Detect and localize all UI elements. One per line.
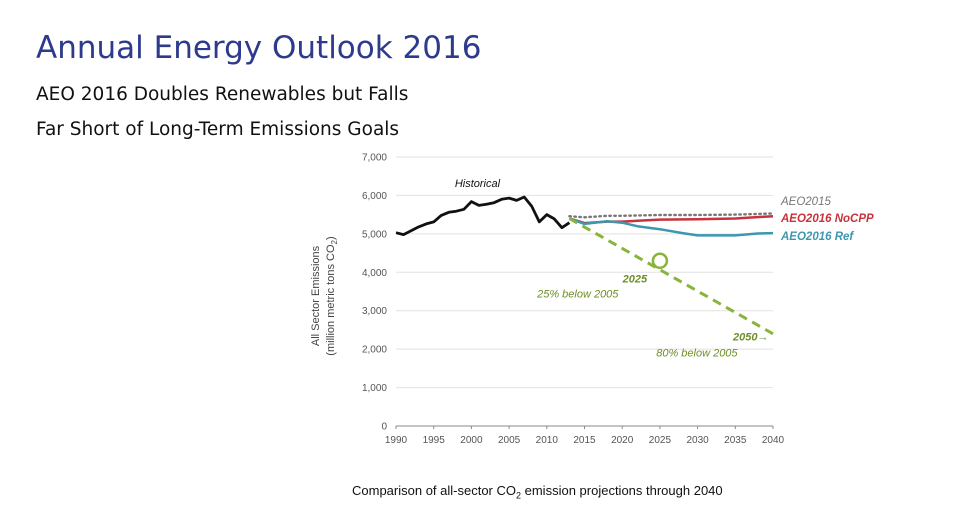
y-axis: 0 1,000 2,000 3,000 4,000 5,000 6,000 7,000	[362, 153, 387, 433]
series-line-aeo2015	[568, 212, 775, 219]
slide-subtitle-line-2: Far Short of Long-Term Emissions Goals	[36, 119, 400, 140]
x-tick-label: 1990	[385, 435, 408, 446]
x-tick-label: 2025	[649, 435, 672, 446]
y-tick-label: 4,000	[362, 268, 387, 279]
x-tick-label: 2010	[536, 435, 559, 446]
annotation-historical: Historical	[455, 178, 501, 190]
y-tick-label: 5,000	[362, 229, 387, 240]
y-axis-label-suffix: )	[325, 236, 337, 240]
annotation-25-below-2005: 25% below 2005	[536, 289, 619, 301]
y-tick-label: 1,000	[362, 383, 387, 394]
chart-grid	[396, 156, 773, 389]
series-line-historical	[395, 195, 571, 237]
x-tick-label: 2020	[611, 435, 634, 446]
slide-subtitle-line-1: AEO 2016 Doubles Renewables but Falls	[36, 84, 409, 105]
chart-caption: Comparison of all-sector CO2 emission pr…	[352, 483, 723, 501]
annotation-80-below-2005: 80% below 2005	[656, 347, 738, 359]
x-tick-label: 1995	[423, 435, 446, 446]
annotation-2025: 2025	[622, 273, 648, 285]
x-tick-label: 2035	[724, 435, 747, 446]
y-axis-label-line-1: All Sector Emissions	[310, 245, 322, 346]
series-label-aeo2015: AEO2015	[780, 196, 831, 208]
2025-target-marker	[651, 252, 669, 270]
x-axis: 1990 1995 2000 2005 2010 2015 2020 2025 2030 2035…	[385, 425, 785, 446]
y-tick-label: 2,000	[362, 345, 387, 356]
y-tick-label: 3,000	[362, 306, 387, 317]
x-tick-label: 2040	[762, 435, 785, 446]
x-tick-label: 2015	[573, 435, 596, 446]
caption-subscript: 2	[516, 490, 522, 501]
caption-suffix: emission projections through 2040	[521, 483, 723, 498]
x-tick-label: 2030	[686, 435, 709, 446]
y-axis-label-subscript: 2	[330, 239, 339, 244]
caption-prefix: Comparison of all-sector CO	[352, 483, 516, 498]
y-axis-label-line-2: (million metric tons CO2)	[325, 236, 339, 355]
y-tick-label: 0	[381, 422, 387, 433]
series-line-aeo2016-ref	[568, 217, 774, 237]
x-tick-label: 2005	[498, 435, 521, 446]
y-axis-label-prefix: (million metric tons CO	[325, 244, 337, 356]
series-label-aeo2016-nocpp: AEO2016 NoCPP	[780, 213, 874, 225]
series-labels: AEO2015 AEO2016 NoCPP AEO2016 Ref	[780, 196, 874, 243]
series-layer	[395, 195, 775, 336]
annotation-2050: 2050→	[732, 332, 768, 344]
y-tick-label: 7,000	[362, 153, 387, 164]
y-tick-label: 6,000	[362, 191, 387, 202]
series-label-aeo2016-ref: AEO2016 Ref	[780, 231, 854, 243]
x-tick-label: 2000	[460, 435, 483, 446]
series-line-target	[568, 217, 774, 336]
slide-title: Annual Energy Outlook 2016	[36, 30, 482, 66]
